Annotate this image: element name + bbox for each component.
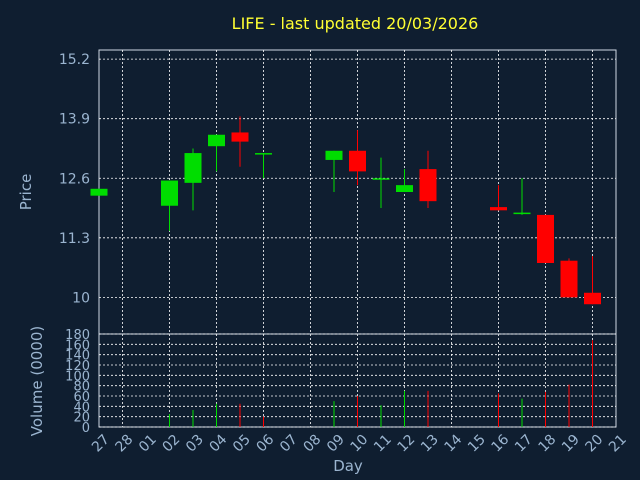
price-tick-label: 10 (72, 290, 90, 306)
x-tick-label: 08 (300, 432, 324, 456)
candle-body (90, 188, 108, 196)
price-panel: 15.2 13.9 12.6 11.3 10 (59, 49, 617, 335)
candle-body (584, 292, 601, 305)
x-tick-label: 03 (183, 432, 207, 456)
x-tick-label: 11 (371, 432, 395, 456)
x-tick-label: 01 (136, 432, 160, 456)
candle (419, 150, 437, 209)
x-tick-label: 17 (512, 432, 536, 456)
candle (372, 157, 390, 209)
x-axis-label: Day (333, 457, 363, 475)
volume-tick-label: 140 (65, 349, 90, 364)
volume-tick-label: 100 (65, 369, 90, 384)
candle-body (325, 150, 343, 160)
price-tick-label: 12.6 (59, 171, 90, 187)
candle (90, 188, 108, 196)
price-tick-label: 11.3 (59, 231, 90, 247)
volume-tick-label: 0 (82, 421, 90, 436)
candle-body (255, 153, 272, 155)
x-tick-label: 15 (465, 432, 489, 456)
candle-body (537, 214, 554, 263)
candle-body (184, 153, 202, 183)
candle (584, 256, 601, 305)
price-tick-label: 13.9 (59, 112, 90, 128)
candle (231, 116, 249, 167)
candle (396, 169, 413, 192)
candle (184, 148, 202, 211)
x-tick-label: 14 (441, 432, 465, 456)
chart-title: LIFE - last updated 20/03/2026 (231, 14, 479, 33)
x-tick-label: 09 (324, 432, 348, 456)
x-tick-label: 05 (230, 432, 254, 456)
candle (560, 258, 578, 298)
candle (513, 178, 531, 215)
candle-body (396, 185, 413, 192)
volume-tick-label: 180 (65, 328, 90, 343)
x-tick-label: 18 (535, 432, 559, 456)
volume-tick-label: 20 (73, 411, 90, 426)
candle-body (349, 150, 366, 172)
volume-tick-label: 80 (73, 380, 90, 395)
candle (349, 130, 366, 186)
candle-body (513, 212, 531, 215)
candle-body (490, 207, 507, 211)
candle-body (419, 169, 437, 202)
candle (208, 134, 225, 172)
x-tick-label: 10 (347, 432, 371, 456)
x-tick-label: 07 (277, 432, 301, 456)
candle-body (231, 132, 249, 142)
volume-tick-label: 120 (65, 359, 90, 374)
price-tick-label: 15.2 (59, 52, 90, 68)
x-axis: 27 28 01 02 03 04 05 06 07 08 09 10 11 12 13 14 15 16 17 18… (89, 432, 630, 456)
candle (161, 180, 178, 231)
candle-body (161, 180, 178, 206)
candle-body (372, 178, 390, 180)
candle (537, 214, 554, 263)
volume-axis-label: Volume (0000) (28, 326, 46, 436)
candle (490, 185, 507, 211)
x-tick-label: 12 (394, 432, 418, 456)
x-tick-label: 19 (559, 432, 583, 456)
x-tick-label: 13 (418, 432, 442, 456)
price-axis-label: Price (17, 174, 35, 211)
candle (325, 150, 343, 192)
volume-tick-label: 160 (65, 338, 90, 353)
x-tick-label: 16 (488, 432, 512, 456)
volume-tick-label: 40 (73, 400, 90, 415)
x-tick-label: 21 (606, 432, 630, 456)
x-tick-label: 27 (89, 432, 113, 456)
x-tick-label: 28 (112, 432, 136, 456)
x-tick-label: 06 (253, 432, 277, 456)
x-tick-label: 20 (582, 432, 606, 456)
x-tick-label: 02 (159, 432, 183, 456)
candle (255, 153, 272, 179)
candle-body (560, 260, 578, 298)
candle-body (208, 134, 225, 147)
volume-tick-label: 60 (73, 390, 90, 405)
x-tick-label: 04 (206, 432, 230, 456)
